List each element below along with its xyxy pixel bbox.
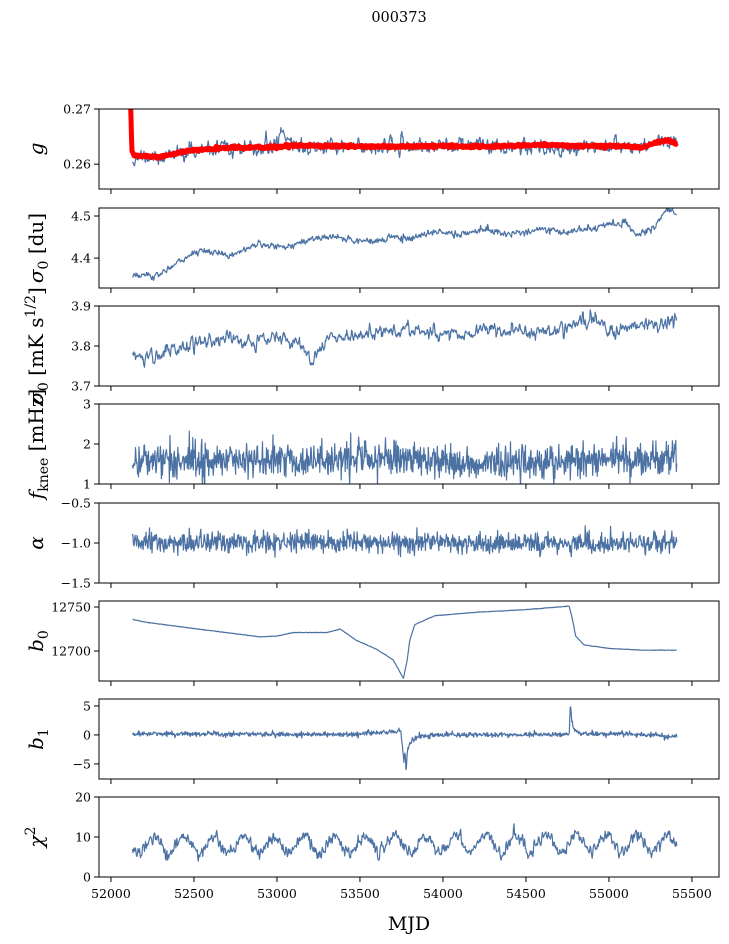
ytick-label: 5 [83,698,91,713]
subplot-4: 1 2 3 fknee [mHz] [24,389,720,501]
subplot-8: 0 10 20 52000 52500 53000 53500 54000 54500 55000… [23,790,720,901]
y-axis-label-part: ] [24,287,48,295]
series-line-b0 [132,605,677,679]
y-axis-label-part: 2 [23,826,39,835]
series-line-sigma0_du [131,208,677,281]
subplot-2: 4.4 4.5 σ0 [du] [24,207,720,293]
series-line-fknee [131,430,678,484]
y-axis-label-part: α [24,536,48,550]
xtick-label: 53500 [340,886,380,901]
ytick-label: 3 [83,397,91,412]
ytick-label: 12750 [51,599,91,614]
y-axis-label: σ0 [mK s1/2] [23,287,52,405]
ytick-label: 1 [83,477,91,492]
ytick-label: −5 [73,756,91,771]
xtick-label: 52500 [174,886,214,901]
y-axis-label-part: 0 [36,630,52,639]
y-axis-label: b1 [24,728,52,750]
series-line-g_smooth [128,109,679,161]
y-axis-label-part: χ [24,834,48,850]
y-axis-label: g [24,143,48,156]
ytick-label: 10 [75,830,91,845]
y-axis-label: α [24,536,48,550]
ytick-label: 0 [83,870,91,885]
series-line-sigma0_mK [131,309,678,368]
xtick-label: 55000 [589,886,629,901]
y-axis-label: fknee [mHz] [24,389,52,501]
ytick-label: 3.8 [71,339,91,354]
subplot-6: 12700 12750 b0 [24,599,720,686]
y-axis-label-part: b [24,737,48,750]
y-axis-label-part: 0 [36,382,52,391]
x-axis-label: MJD [388,913,430,935]
ytick-label: 20 [75,790,91,805]
y-axis-label: b0 [24,630,52,652]
ytick-label: 4.4 [71,251,91,266]
y-axis-label-part: b [24,639,48,652]
xtick-label: 53000 [257,886,297,901]
subplot-3: 3.7 3.8 3.9 σ0 [mK s1/2] [23,287,720,405]
ytick-label: −1.5 [61,576,91,591]
ytick-label: 0 [83,727,91,742]
subplot-5: −1.5 −1.0 −0.5 α [24,496,720,591]
panel-frame [98,698,720,780]
panel-frame [98,600,720,682]
panel-frame [98,796,720,878]
y-axis-label-part: knee [36,458,52,492]
ytick-label: 2 [83,437,91,452]
series-line-chi2 [131,823,678,862]
y-axis-label-part: 1 [36,728,52,737]
y-axis-label-part: σ [24,268,48,283]
series-line-b1 [131,706,678,771]
y-axis-label-part: [mK s [24,318,48,383]
panel-frame [98,108,720,190]
y-axis-label-part: [du] [24,213,48,261]
xtick-label: 54000 [423,886,463,901]
figure-title: 000373 [371,10,426,26]
y-axis-label-part: [mHz] [24,389,48,458]
xtick-label: 52000 [91,886,131,901]
subplot-7: −5 0 5 b1 [24,698,720,784]
ytick-label: −0.5 [61,496,91,511]
xtick-label: 54500 [506,886,546,901]
y-axis-label-part: 0 [36,261,52,270]
y-axis-label-part: 1/2 [23,295,39,318]
ytick-label: 0.26 [63,157,91,172]
xtick-label: 55500 [672,886,712,901]
panel-frame [98,305,720,387]
ytick-label: 4.5 [71,209,91,224]
y-axis-label-part: σ [24,390,48,405]
y-axis-label-part: g [24,143,48,156]
subplot-1: 0.26 0.27 g [24,102,720,194]
ytick-label: 12700 [51,644,91,659]
panel-frame [98,207,720,289]
series-line-alpha [131,525,678,558]
y-axis-label: χ2 [23,826,48,849]
ytick-label: −1.0 [61,536,91,551]
ytick-label: 0.27 [63,102,91,117]
ytick-label: 3.9 [71,299,91,314]
ytick-label: 3.7 [71,379,91,394]
y-axis-label: σ0 [du] [24,213,52,283]
